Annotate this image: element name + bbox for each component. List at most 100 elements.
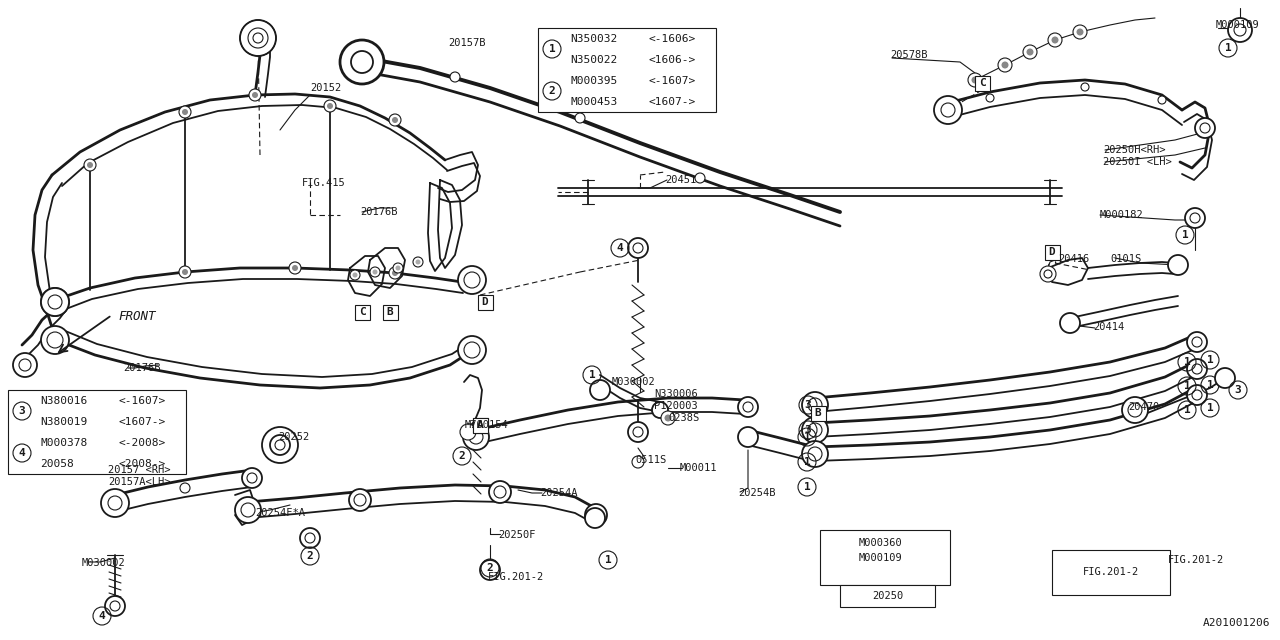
Text: B: B [814,408,822,418]
Circle shape [458,266,486,294]
Circle shape [451,72,460,82]
Circle shape [1073,25,1087,39]
Text: 20176B: 20176B [123,363,160,373]
Circle shape [1082,83,1089,91]
Circle shape [1076,29,1083,35]
Text: 20254F*A: 20254F*A [255,508,305,518]
Circle shape [968,73,982,87]
Bar [472,417,488,433]
Circle shape [489,481,511,503]
Circle shape [416,259,421,264]
Text: M000378: M000378 [40,438,87,447]
Circle shape [590,380,611,400]
Circle shape [352,273,357,278]
Text: M000453: M000453 [570,97,617,106]
Text: 4: 4 [617,243,623,253]
Text: M000360: M000360 [858,538,902,548]
Circle shape [393,263,403,273]
Circle shape [652,402,668,418]
Circle shape [1123,397,1148,423]
Circle shape [1187,332,1207,352]
Circle shape [1215,368,1235,388]
Text: M000395: M000395 [570,76,617,86]
Text: 1: 1 [804,457,810,467]
Text: <1607->: <1607-> [118,417,165,426]
Text: N350022: N350022 [570,54,617,65]
Bar [355,305,370,319]
Text: 2: 2 [307,551,314,561]
Circle shape [460,424,476,440]
Text: 1: 1 [589,370,595,380]
Circle shape [41,288,69,316]
Circle shape [413,257,422,267]
Circle shape [1169,255,1188,275]
Text: M030002: M030002 [82,558,125,568]
Text: 20250F: 20250F [498,530,535,540]
Circle shape [252,92,259,98]
Circle shape [1158,96,1166,104]
Text: 20157A<LH>: 20157A<LH> [108,477,170,487]
Circle shape [241,20,276,56]
Text: FIG.415: FIG.415 [302,178,346,188]
Circle shape [87,162,93,168]
Text: 2: 2 [549,86,556,96]
Text: 3: 3 [805,400,812,410]
Text: C: C [979,78,986,88]
Circle shape [248,28,268,48]
Text: 1: 1 [1207,403,1213,413]
Text: M00011: M00011 [680,463,718,473]
Circle shape [180,483,189,493]
Circle shape [101,489,129,517]
Text: 1: 1 [604,555,612,565]
Text: 20250H<RH>: 20250H<RH> [1103,145,1166,155]
Text: <-2008>: <-2008> [118,438,165,447]
Text: 4: 4 [19,448,26,458]
Circle shape [585,508,605,528]
Bar [974,76,989,90]
Text: 20416: 20416 [1059,254,1089,264]
Circle shape [575,113,585,123]
Circle shape [372,269,378,275]
Circle shape [179,266,191,278]
Circle shape [41,326,69,354]
Text: 2: 2 [458,451,466,461]
Text: N380016: N380016 [40,396,87,406]
Text: 20250: 20250 [873,591,904,601]
Circle shape [300,528,320,548]
Text: 4: 4 [99,611,105,621]
Text: 20470: 20470 [1128,402,1160,412]
Text: 0238S: 0238S [668,413,699,423]
Circle shape [396,266,401,271]
Circle shape [585,504,607,526]
Text: FIG.201-2: FIG.201-2 [488,572,544,582]
Circle shape [1023,45,1037,59]
Text: <2008->: <2008-> [118,458,165,468]
Text: 1: 1 [1207,355,1213,365]
Text: 1: 1 [804,482,810,492]
Text: 20451: 20451 [666,175,696,185]
Bar [472,417,488,433]
Circle shape [326,103,333,109]
Text: M700154: M700154 [465,420,508,430]
Bar [8,390,186,474]
Circle shape [1051,36,1059,44]
Bar [840,585,934,607]
Circle shape [739,427,758,447]
Circle shape [628,422,648,442]
Text: <1606->: <1606-> [648,54,695,65]
Circle shape [628,238,648,258]
Text: 20157B: 20157B [448,38,485,48]
Text: P120003: P120003 [654,401,698,411]
Circle shape [458,336,486,364]
Text: A201001206: A201001206 [1202,618,1270,628]
Text: N350032: N350032 [570,33,617,44]
Circle shape [998,58,1012,72]
Circle shape [13,353,37,377]
Text: 20414: 20414 [1093,322,1124,332]
Text: <-1607>: <-1607> [118,396,165,406]
Circle shape [1187,385,1207,405]
Text: C: C [358,307,365,317]
Text: A: A [476,420,484,430]
Circle shape [803,441,828,467]
Circle shape [370,267,380,277]
